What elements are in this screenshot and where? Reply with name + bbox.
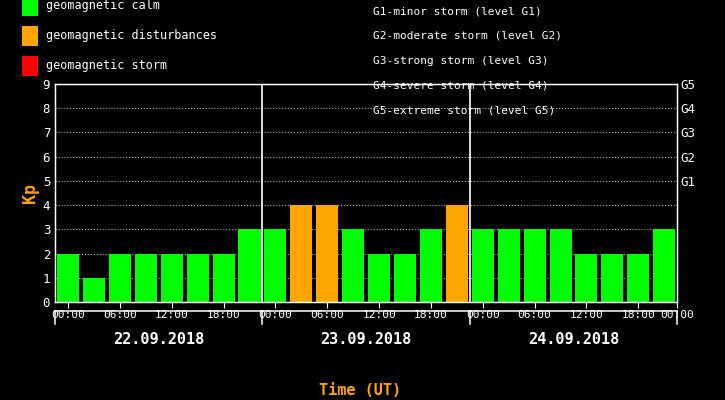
Bar [186,254,209,302]
Text: G5-extreme storm (level G5): G5-extreme storm (level G5) [373,105,555,115]
Bar [497,229,520,302]
Bar [368,254,390,302]
Bar [212,254,235,302]
Bar [109,254,131,302]
Text: geomagnetic calm: geomagnetic calm [46,0,160,12]
Bar [265,229,286,302]
Text: G3-strong storm (level G3): G3-strong storm (level G3) [373,56,549,66]
Text: G2-moderate storm (level G2): G2-moderate storm (level G2) [373,31,563,41]
Bar [161,254,183,302]
Bar [601,254,624,302]
Bar [83,278,105,302]
Text: geomagnetic storm: geomagnetic storm [46,60,167,72]
Bar [394,254,416,302]
Text: 23.09.2018: 23.09.2018 [320,332,412,347]
Text: 24.09.2018: 24.09.2018 [528,332,619,347]
Bar [550,229,571,302]
Bar [135,254,157,302]
Bar [446,205,468,302]
Bar [316,205,339,302]
Text: G4-severe storm (level G4): G4-severe storm (level G4) [373,80,549,90]
Text: 22.09.2018: 22.09.2018 [113,332,204,347]
Bar [57,254,79,302]
Bar [653,229,675,302]
Text: geomagnetic disturbances: geomagnetic disturbances [46,30,218,42]
Text: Time (UT): Time (UT) [319,383,402,398]
Text: G1-minor storm (level G1): G1-minor storm (level G1) [373,6,542,16]
Y-axis label: Kp: Kp [20,183,38,203]
Bar [342,229,364,302]
Bar [576,254,597,302]
Bar [420,229,442,302]
Bar [523,229,546,302]
Bar [472,229,494,302]
Bar [239,229,260,302]
Bar [290,205,312,302]
Bar [627,254,650,302]
